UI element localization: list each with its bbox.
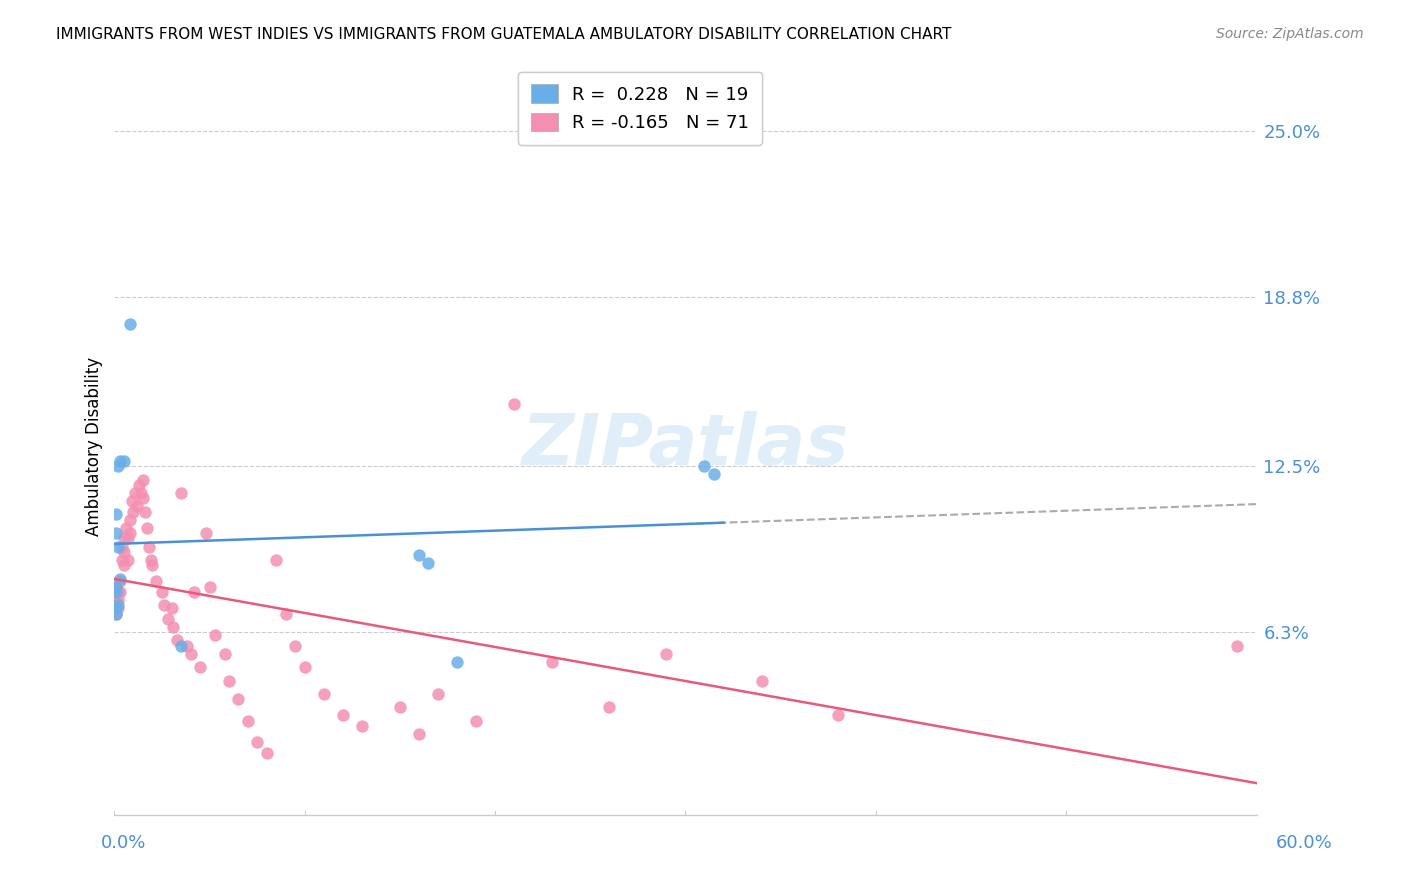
Point xyxy=(107,585,129,599)
Point xyxy=(105,593,128,607)
Point xyxy=(236,714,259,728)
Point xyxy=(408,727,430,741)
Point xyxy=(598,700,620,714)
Point xyxy=(112,545,135,559)
Point xyxy=(256,746,278,760)
Point xyxy=(107,601,129,615)
Point xyxy=(176,639,198,653)
Point xyxy=(703,467,725,482)
Point xyxy=(122,505,145,519)
Point xyxy=(226,692,249,706)
Point xyxy=(105,607,128,621)
Point xyxy=(138,540,160,554)
Point xyxy=(332,708,354,723)
Point xyxy=(108,454,131,468)
Point xyxy=(183,585,205,599)
Point xyxy=(118,526,141,541)
Point xyxy=(117,553,139,567)
Point xyxy=(350,719,373,733)
Point xyxy=(655,647,678,661)
Point xyxy=(1226,639,1249,653)
Point xyxy=(427,687,450,701)
Point xyxy=(112,454,135,468)
Point xyxy=(111,540,134,554)
Point xyxy=(108,574,131,589)
Point xyxy=(284,639,307,653)
Point xyxy=(274,607,297,621)
Point xyxy=(132,473,155,487)
Point xyxy=(132,491,155,506)
Point xyxy=(388,700,411,714)
Text: IMMIGRANTS FROM WEST INDIES VS IMMIGRANTS FROM GUATEMALA AMBULATORY DISABILITY C: IMMIGRANTS FROM WEST INDIES VS IMMIGRANT… xyxy=(56,27,952,42)
Point xyxy=(108,572,131,586)
Point xyxy=(135,521,157,535)
Point xyxy=(107,540,129,554)
Point xyxy=(312,687,335,701)
Point xyxy=(541,655,564,669)
Point xyxy=(118,317,141,331)
Point xyxy=(194,526,217,541)
Point xyxy=(105,585,128,599)
Point xyxy=(408,548,430,562)
Point xyxy=(418,556,440,570)
Point xyxy=(264,553,287,567)
Point xyxy=(107,459,129,474)
Point xyxy=(139,553,162,567)
Point xyxy=(105,607,128,621)
Point xyxy=(127,500,149,514)
Point xyxy=(153,599,176,613)
Point xyxy=(112,558,135,573)
Point xyxy=(827,708,849,723)
Text: ZIPatlas: ZIPatlas xyxy=(522,411,849,481)
Text: 0.0%: 0.0% xyxy=(101,834,146,852)
Point xyxy=(105,526,128,541)
Point xyxy=(108,585,131,599)
Point xyxy=(180,647,202,661)
Point xyxy=(111,553,134,567)
Point xyxy=(105,580,128,594)
Point xyxy=(117,532,139,546)
Point xyxy=(128,478,150,492)
Point xyxy=(134,505,156,519)
Point xyxy=(751,673,773,688)
Point xyxy=(693,459,716,474)
Point xyxy=(145,574,167,589)
Point xyxy=(118,513,141,527)
Legend: R =  0.228   N = 19, R = -0.165   N = 71: R = 0.228 N = 19, R = -0.165 N = 71 xyxy=(517,71,762,145)
Point xyxy=(170,486,193,500)
Point xyxy=(105,601,128,615)
Point xyxy=(166,633,188,648)
Point xyxy=(121,494,143,508)
Text: Source: ZipAtlas.com: Source: ZipAtlas.com xyxy=(1216,27,1364,41)
Point xyxy=(129,486,152,500)
Point xyxy=(294,660,316,674)
Text: 60.0%: 60.0% xyxy=(1277,834,1333,852)
Point xyxy=(150,585,173,599)
Point xyxy=(214,647,236,661)
Point xyxy=(156,612,179,626)
Y-axis label: Ambulatory Disability: Ambulatory Disability xyxy=(86,357,103,535)
Point xyxy=(124,486,146,500)
Point xyxy=(160,601,183,615)
Point xyxy=(114,521,136,535)
Point xyxy=(503,397,526,411)
Point xyxy=(105,601,128,615)
Point xyxy=(465,714,488,728)
Point xyxy=(170,639,193,653)
Point xyxy=(188,660,211,674)
Point xyxy=(446,655,468,669)
Point xyxy=(107,599,129,613)
Point xyxy=(198,580,221,594)
Point xyxy=(105,508,128,522)
Point xyxy=(218,673,240,688)
Point xyxy=(105,580,128,594)
Point xyxy=(204,628,226,642)
Point xyxy=(107,593,129,607)
Point xyxy=(112,532,135,546)
Point xyxy=(246,735,269,749)
Point xyxy=(141,558,163,573)
Point xyxy=(162,620,184,634)
